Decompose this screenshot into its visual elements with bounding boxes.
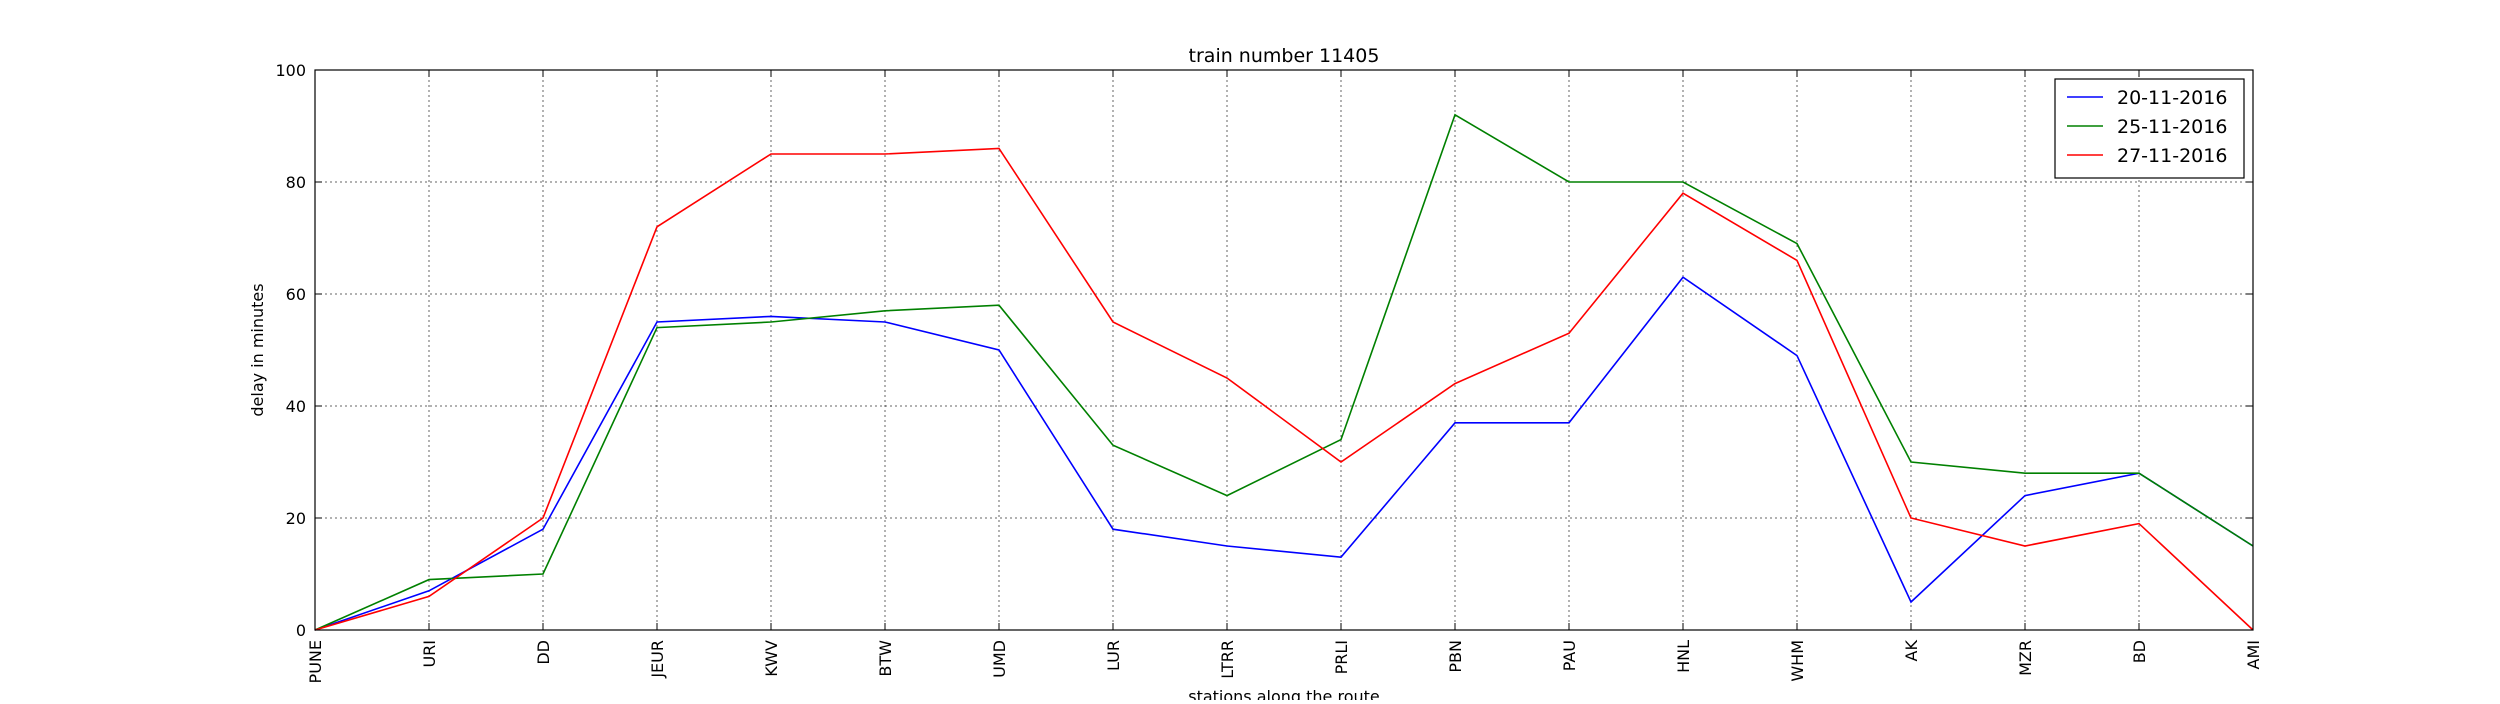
legend: 20-11-2016 25-11-2016 27-11-2016: [2054, 78, 2245, 179]
y-tick-label: 60: [286, 285, 306, 304]
legend-box: [2054, 78, 2245, 179]
legend-label: 27-11-2016: [2117, 145, 2227, 167]
y-tick-label: 80: [286, 173, 306, 192]
x-tick-label: WHM: [1788, 640, 1807, 682]
x-tick-label: LUR: [1104, 640, 1123, 671]
x-tick-label: AMI: [2244, 640, 2263, 669]
y-axis-label: delay in minutes: [248, 283, 267, 416]
plot-frame: [314, 69, 2254, 631]
chart-title: train number 11405: [1189, 45, 1380, 67]
x-tick-label: URI: [420, 640, 439, 668]
x-tick-label: JEUR: [648, 640, 667, 679]
y-tick-label: 100: [275, 61, 306, 80]
y-tick-label: 0: [296, 621, 306, 640]
x-axis-ticks: PUNE URI DD JEUR KWV BTW UMD LUR LTRR PRLI PBN PAU H…: [306, 70, 2263, 683]
x-tick-label: BD: [2130, 640, 2149, 663]
legend-label: 20-11-2016: [2117, 87, 2227, 109]
y-axis-ticks: 0 20 40 60 80 100: [275, 61, 2253, 640]
x-tick-label: BTW: [876, 640, 895, 677]
series-line-20-11-2016: [314, 276, 2254, 631]
x-tick-label: LTRR: [1218, 640, 1237, 679]
y-tick-label: 20: [286, 509, 306, 528]
x-tick-label: HNL: [1674, 640, 1693, 673]
x-tick-label: DD: [534, 640, 553, 665]
x-tick-label: KWV: [762, 640, 781, 677]
grid: [315, 70, 2253, 630]
x-tick-label: MZR: [2016, 640, 2035, 676]
x-axis-label: stations along the route: [1188, 687, 1380, 700]
legend-label: 25-11-2016: [2117, 116, 2227, 138]
x-tick-label: PBN: [1446, 640, 1465, 673]
x-tick-label: PRLI: [1332, 640, 1351, 674]
x-tick-label: AK: [1902, 639, 1921, 661]
series-lines: [314, 113, 2254, 631]
series-line-25-11-2016: [314, 113, 2254, 631]
series-line-27-11-2016: [314, 147, 2254, 631]
y-tick-label: 40: [286, 397, 306, 416]
x-tick-label: UMD: [990, 640, 1009, 678]
x-tick-label: PUNE: [306, 640, 325, 683]
x-tick-label: PAU: [1560, 640, 1579, 671]
